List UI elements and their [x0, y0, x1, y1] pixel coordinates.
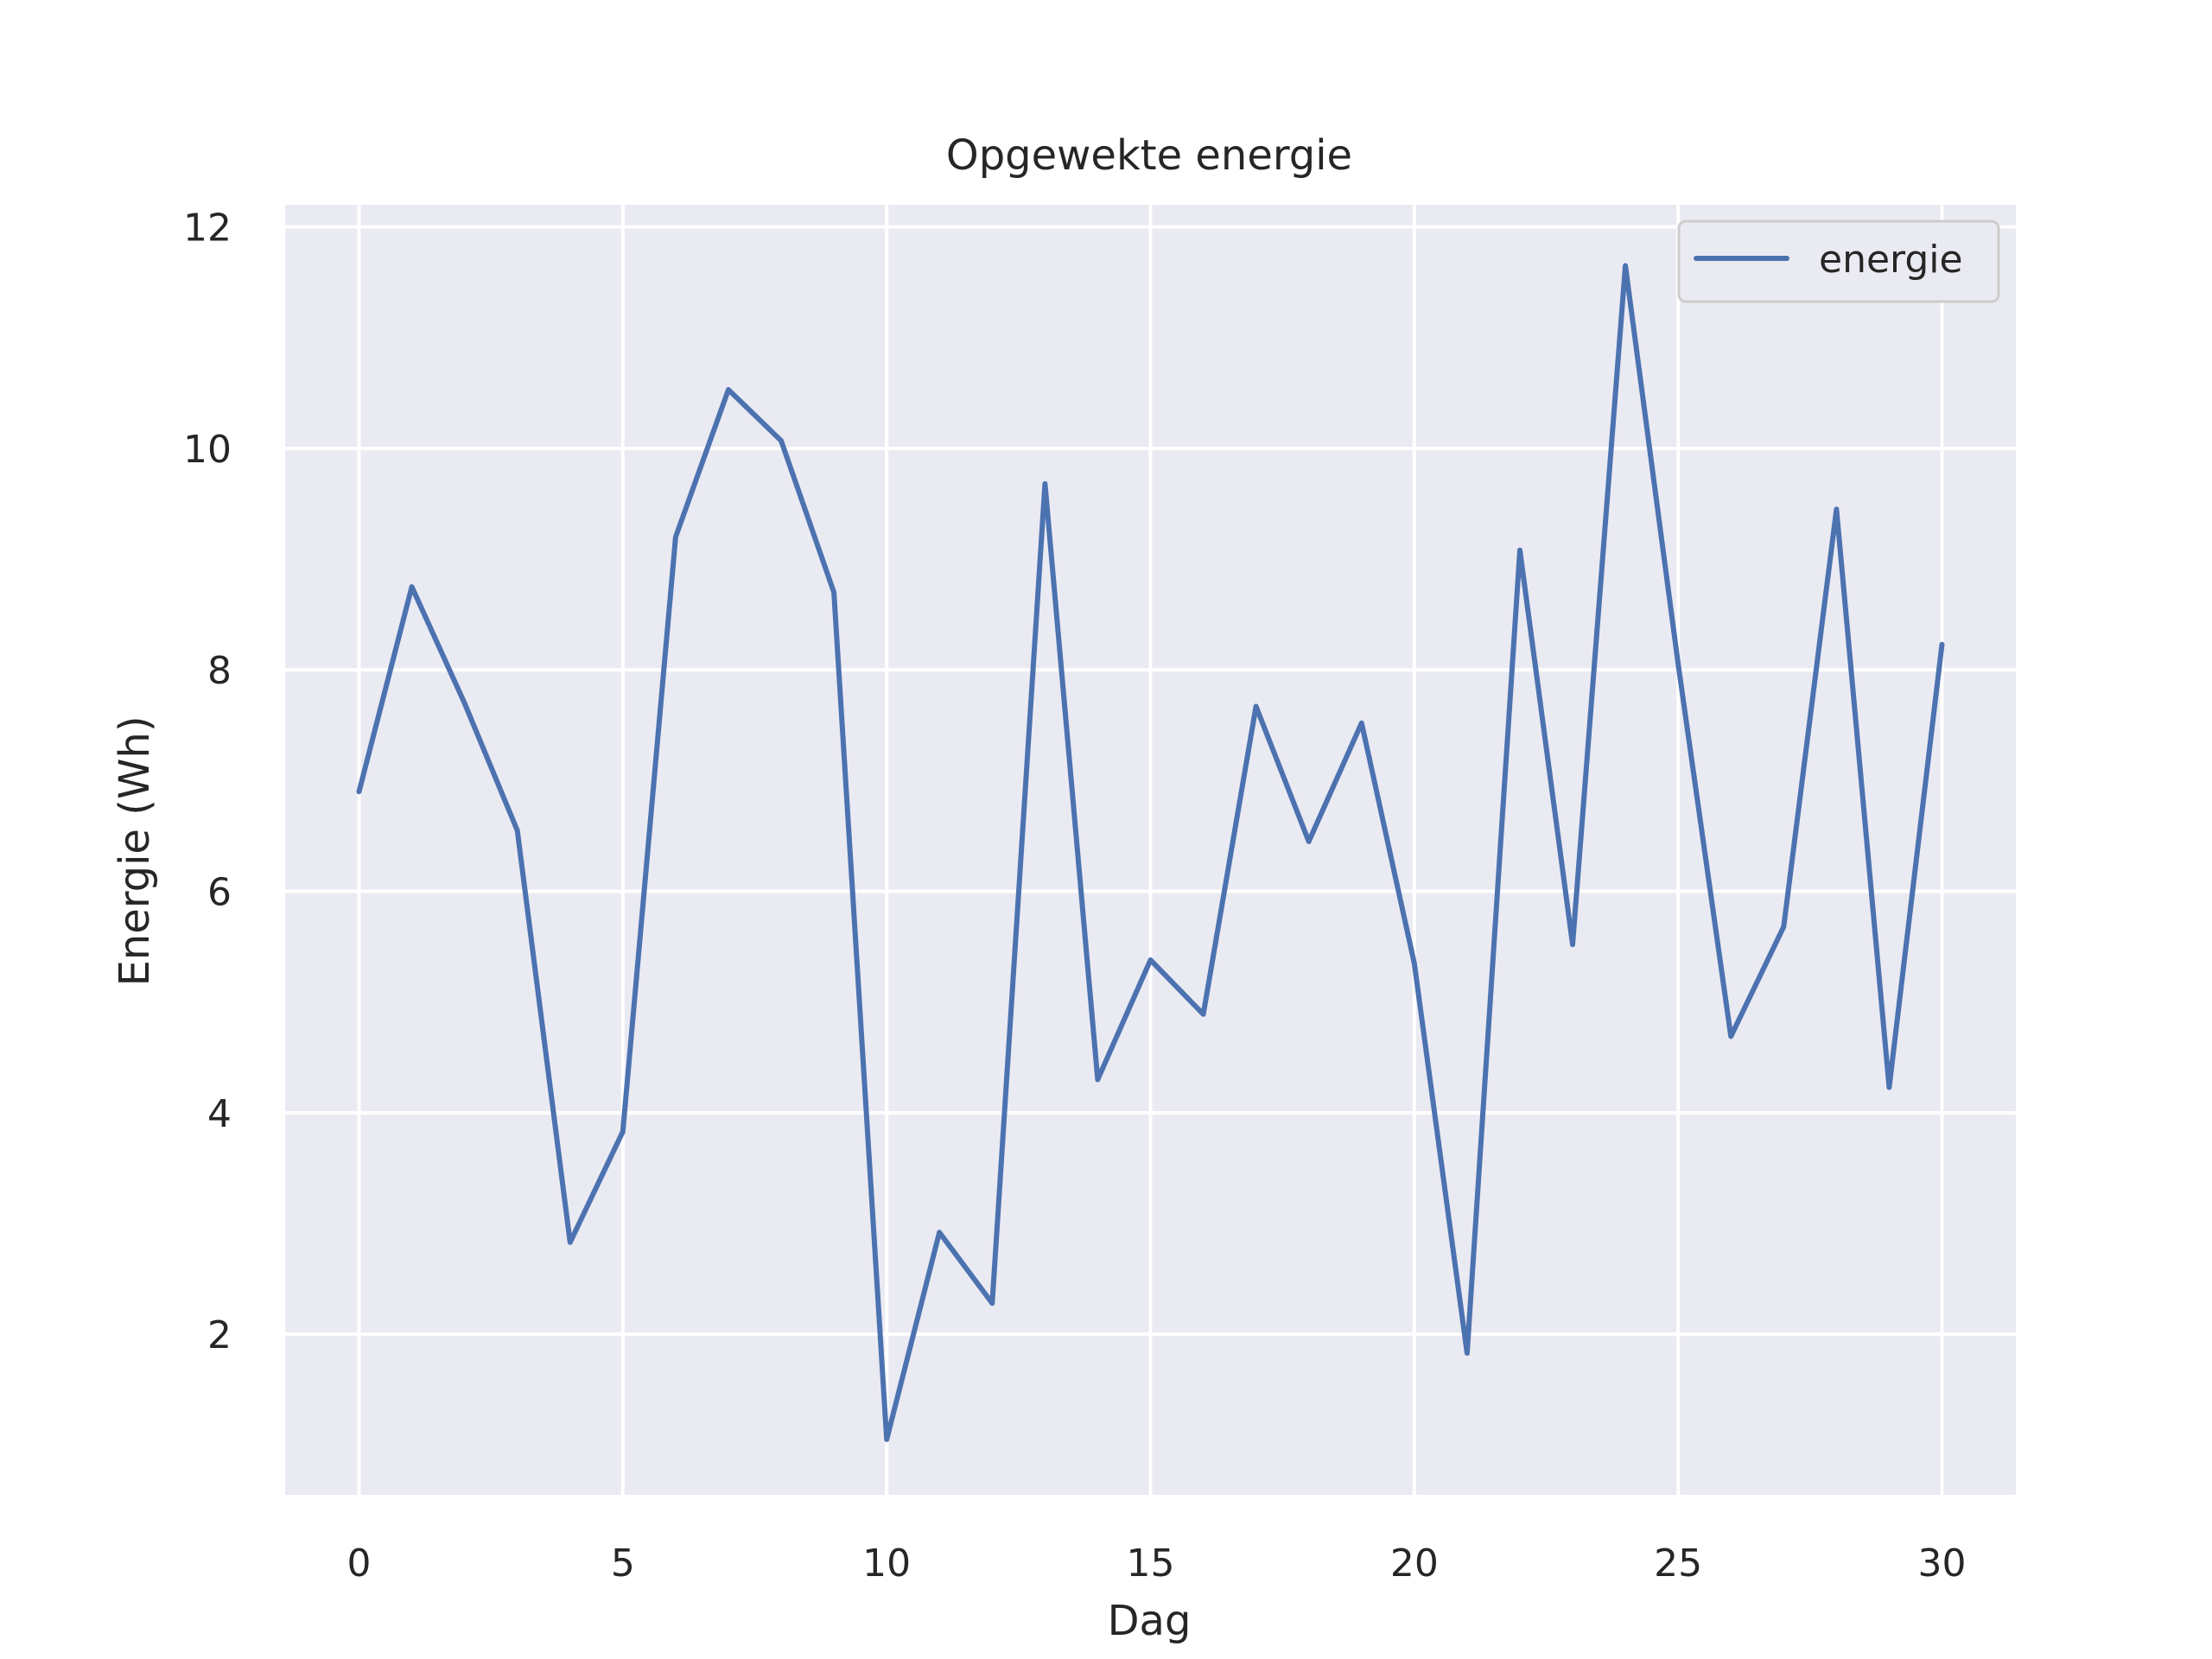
legend-label-energie: energie: [1819, 238, 1963, 282]
x-tick-label: 20: [1390, 1541, 1439, 1586]
y-tick-label: 4: [207, 1092, 232, 1136]
x-tick-label: 15: [1127, 1541, 1175, 1586]
x-tick-label: 0: [346, 1541, 371, 1586]
tick-labels: 0 5 10 15 20 25 30 2 4 6 8 10 12: [183, 207, 1967, 1586]
x-tick-label: 10: [862, 1541, 911, 1586]
y-tick-label: 2: [207, 1313, 232, 1357]
x-tick-label: 25: [1654, 1541, 1702, 1586]
legend-box: [1677, 219, 2000, 303]
legend: energie: [1677, 219, 2000, 303]
y-tick-label: 10: [183, 428, 232, 472]
series-layer: [356, 263, 1945, 1442]
y-tick-label: 12: [183, 207, 232, 251]
y-tick-label: 8: [207, 649, 232, 693]
x-tick-label: 5: [611, 1541, 635, 1586]
y-axis-label: Energie (Wh): [111, 715, 159, 986]
y-tick-label: 6: [207, 871, 232, 915]
chart-title: Opgewekte energie: [946, 131, 1352, 180]
series-line-energie: [356, 263, 1945, 1442]
x-tick-label: 30: [1918, 1541, 1967, 1586]
grid-lines: [285, 205, 2016, 1495]
x-axis-label: Dag: [1108, 1597, 1192, 1645]
